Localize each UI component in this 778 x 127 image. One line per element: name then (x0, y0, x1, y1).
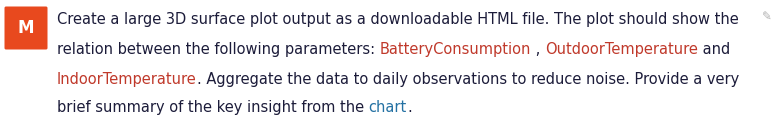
Text: .: . (407, 100, 412, 115)
Text: Create a large 3D surface plot output as a downloadable HTML file. The plot shou: Create a large 3D surface plot output as… (57, 12, 739, 27)
Text: ✎: ✎ (762, 10, 772, 23)
Text: chart: chart (369, 100, 407, 115)
Text: relation between the following parameters:: relation between the following parameter… (57, 42, 380, 57)
Text: brief summary of the key insight from the: brief summary of the key insight from th… (57, 100, 369, 115)
Text: OutdoorTemperature: OutdoorTemperature (545, 42, 698, 57)
Text: . Aggregate the data to daily observations to reduce noise. Provide a very: . Aggregate the data to daily observatio… (197, 72, 739, 87)
Text: ,: , (531, 42, 545, 57)
Text: M: M (18, 19, 34, 37)
Text: and: and (698, 42, 730, 57)
FancyBboxPatch shape (5, 6, 47, 50)
Text: BatteryConsumption: BatteryConsumption (380, 42, 531, 57)
Text: IndoorTemperature: IndoorTemperature (57, 72, 197, 87)
